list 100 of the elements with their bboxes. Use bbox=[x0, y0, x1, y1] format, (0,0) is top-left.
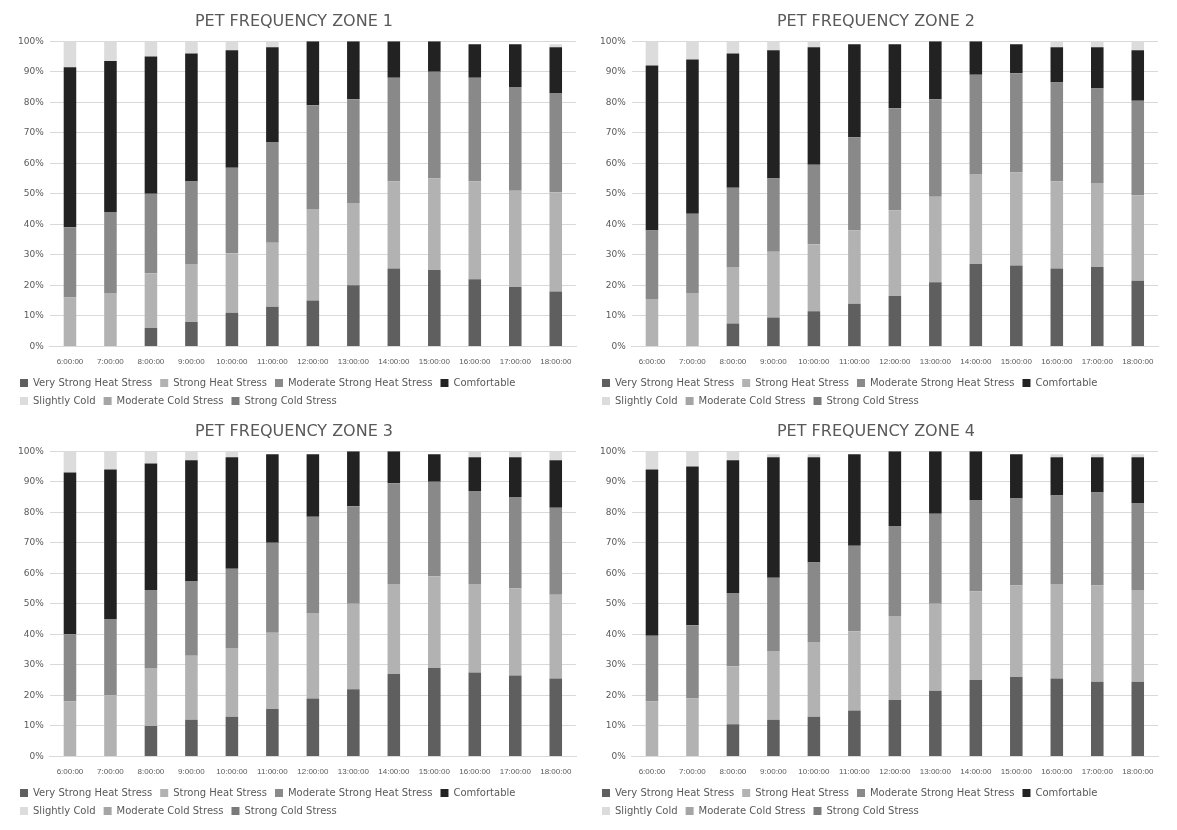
bar bbox=[266, 542, 279, 633]
bar bbox=[848, 44, 861, 138]
legend-label: Moderate Strong Heat Stress bbox=[287, 376, 433, 388]
bar bbox=[428, 178, 441, 271]
bar bbox=[686, 59, 699, 214]
bar bbox=[848, 303, 861, 346]
x-tick-label: 10:00:00 bbox=[798, 357, 831, 367]
bar bbox=[306, 454, 320, 517]
legend-label: Moderate Cold Stress bbox=[698, 394, 806, 406]
y-tick-label: 10% bbox=[23, 720, 45, 731]
bar bbox=[1010, 172, 1023, 266]
bar bbox=[63, 67, 77, 228]
bar bbox=[686, 698, 699, 756]
x-tick-label: 7:00:00 bbox=[97, 357, 125, 367]
bar bbox=[888, 451, 902, 526]
bar bbox=[645, 635, 659, 702]
bar bbox=[726, 323, 740, 346]
bar bbox=[848, 545, 861, 632]
x-tick-label: 16:00:00 bbox=[459, 357, 491, 367]
x-tick-label: 8:00:00 bbox=[719, 357, 747, 367]
bar bbox=[767, 719, 780, 756]
bar bbox=[645, 65, 659, 231]
y-tick-label: 10% bbox=[605, 720, 627, 731]
x-tick-label: 11:00:00 bbox=[839, 767, 871, 777]
x-tick-label: 18:00:00 bbox=[540, 767, 572, 777]
bar bbox=[266, 632, 279, 710]
bar bbox=[63, 227, 77, 298]
x-tick-label: 9:00:00 bbox=[178, 767, 206, 777]
bar bbox=[645, 451, 659, 470]
chart-title: PET FREQUENCY ZONE 1 bbox=[194, 10, 394, 30]
bar bbox=[63, 41, 77, 68]
bar bbox=[266, 306, 279, 346]
bar bbox=[63, 451, 77, 473]
bar bbox=[185, 53, 198, 182]
bar bbox=[1091, 454, 1104, 458]
bar bbox=[767, 457, 780, 578]
bar bbox=[225, 253, 239, 313]
y-tick-label: 70% bbox=[23, 537, 45, 548]
legend-label: Slightly Cold bbox=[615, 804, 678, 816]
bar bbox=[144, 590, 158, 668]
bar bbox=[686, 41, 699, 60]
x-tick-label: 18:00:00 bbox=[1122, 767, 1154, 777]
bar bbox=[1091, 183, 1104, 268]
bar bbox=[347, 451, 360, 507]
bar bbox=[1050, 583, 1064, 679]
bar bbox=[848, 710, 861, 756]
bar bbox=[888, 210, 902, 297]
bar bbox=[888, 296, 902, 346]
y-tick-label: 80% bbox=[605, 96, 627, 107]
x-tick-label: 14:00:00 bbox=[378, 767, 410, 777]
bar bbox=[726, 460, 740, 594]
bar bbox=[807, 454, 821, 458]
y-tick-label: 20% bbox=[605, 279, 627, 290]
bar bbox=[807, 164, 821, 245]
x-tick-label: 7:00:00 bbox=[679, 357, 707, 367]
legend-label: Comfortable bbox=[453, 786, 516, 798]
legend-label: Moderate Strong Heat Stress bbox=[869, 786, 1015, 798]
legend-label: Very Strong Heat Stress bbox=[33, 786, 153, 798]
bar bbox=[1091, 88, 1104, 184]
bar bbox=[1091, 492, 1104, 586]
bar bbox=[428, 454, 441, 482]
bar bbox=[1010, 498, 1023, 586]
bar bbox=[1050, 457, 1064, 496]
bar bbox=[306, 516, 320, 613]
legend-label: Moderate Cold Stress bbox=[116, 804, 224, 816]
bar bbox=[225, 50, 239, 168]
bar bbox=[306, 300, 320, 346]
bar bbox=[428, 270, 441, 346]
y-tick-label: 30% bbox=[23, 659, 45, 670]
bar bbox=[888, 699, 902, 756]
bar bbox=[767, 41, 780, 51]
y-tick-label: 30% bbox=[605, 249, 627, 260]
bar bbox=[144, 725, 158, 756]
bar bbox=[767, 651, 780, 720]
bar bbox=[645, 41, 659, 66]
bar bbox=[807, 311, 821, 346]
y-tick-label: 40% bbox=[605, 218, 627, 229]
bar bbox=[807, 641, 821, 717]
x-tick-label: 13:00:00 bbox=[337, 357, 370, 367]
bar bbox=[347, 99, 360, 203]
bar bbox=[144, 56, 158, 194]
x-tick-label: 11:00:00 bbox=[257, 357, 289, 367]
bar bbox=[509, 457, 522, 497]
bar bbox=[144, 667, 158, 726]
legend-label: Comfortable bbox=[1035, 786, 1098, 798]
bar bbox=[929, 603, 942, 691]
y-tick-label: 50% bbox=[605, 598, 627, 609]
bar bbox=[929, 451, 942, 514]
x-tick-label: 15:00:00 bbox=[418, 767, 451, 777]
bar bbox=[686, 451, 699, 467]
bar bbox=[225, 648, 239, 717]
bar bbox=[387, 268, 401, 346]
y-tick-label: 100% bbox=[18, 445, 45, 456]
bar bbox=[347, 41, 360, 100]
bar bbox=[1131, 50, 1145, 101]
bar bbox=[185, 321, 198, 346]
bar bbox=[807, 457, 821, 563]
x-tick-label: 11:00:00 bbox=[839, 357, 871, 367]
bar bbox=[1050, 181, 1064, 269]
x-tick-label: 15:00:00 bbox=[418, 357, 451, 367]
